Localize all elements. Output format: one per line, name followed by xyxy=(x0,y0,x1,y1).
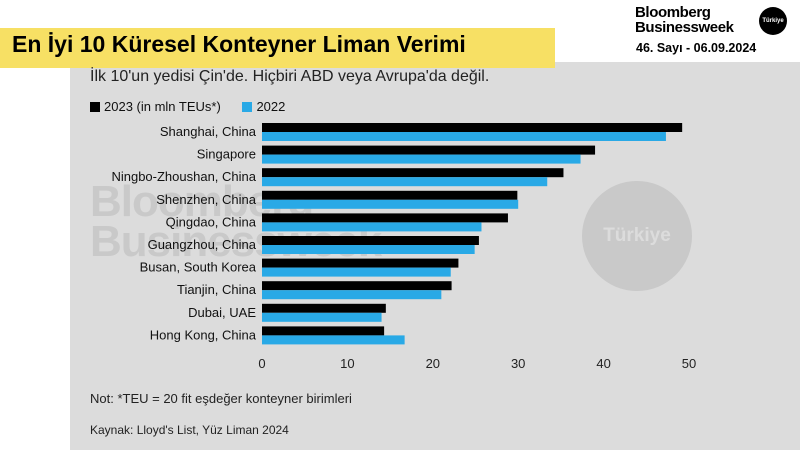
legend-swatch-2023 xyxy=(90,101,100,112)
bar-2023-qingdao-china xyxy=(262,213,508,223)
watermark-logo: Bloomberg Businessweek xyxy=(90,180,382,264)
bar-2022-tianjin-china xyxy=(262,290,442,300)
brand-badge: Türkiye xyxy=(759,7,787,35)
x-tick-label-30: 30 xyxy=(511,356,525,371)
title-band xyxy=(0,28,555,68)
x-tick-label-0: 0 xyxy=(258,356,265,371)
bar-2022-qingdao-china xyxy=(262,222,482,232)
footnote: Not: *TEU = 20 fit eşdeğer konteyner bir… xyxy=(90,391,352,406)
page-title: En İyi 10 Küresel Konteyner Liman Verimi xyxy=(12,31,466,57)
x-tick-label-10: 10 xyxy=(340,356,354,371)
bar-2023-guangzhou-china xyxy=(262,236,479,245)
category-label-ningbo-zhoushan-china: Ningbo-Zhoushan, China xyxy=(111,169,256,184)
x-tick-label-50: 50 xyxy=(682,356,696,371)
legend-label-2022: 2022 xyxy=(256,99,286,114)
legend-item-2023: 2023 (in mln TEUs*) xyxy=(90,99,221,114)
bar-2022-shanghai-china xyxy=(262,132,666,141)
bar-2022-busan-south-korea xyxy=(262,267,451,277)
legend-item-2022: 2022 xyxy=(242,99,285,114)
bar-2023-shanghai-china xyxy=(262,123,683,132)
brand-line-2: Businessweek xyxy=(635,19,734,36)
bar-2022-dubai-uae xyxy=(262,312,382,322)
bar-2023-busan-south-korea xyxy=(262,258,459,268)
category-label-qingdao-china: Qingdao, China xyxy=(166,214,257,229)
x-tick-label-20: 20 xyxy=(426,356,440,371)
brand-logo: Bloomberg Businessweek xyxy=(635,5,734,35)
bar-2022-hong-kong-china xyxy=(262,335,405,345)
category-label-shanghai-china: Shanghai, China xyxy=(160,124,257,139)
chart-legend: 2023 (in mln TEUs*) 2022 xyxy=(90,99,303,115)
x-tick-label-40: 40 xyxy=(596,356,610,371)
category-label-dubai-uae: Dubai, UAE xyxy=(188,305,256,320)
category-label-singapore: Singapore xyxy=(197,147,256,162)
bar-2023-singapore xyxy=(262,145,596,155)
category-label-busan-south-korea: Busan, South Korea xyxy=(140,260,257,275)
legend-swatch-2022 xyxy=(242,101,253,112)
bar-2023-ningbo-zhoushan-china xyxy=(262,168,564,178)
bar-2023-hong-kong-china xyxy=(262,326,385,336)
bar-2023-shenzhen-china xyxy=(262,190,518,200)
issue-date: 46. Sayı - 06.09.2024 xyxy=(636,41,757,55)
category-label-tianjin-china: Tianjin, China xyxy=(177,282,257,297)
bar-2022-ningbo-zhoushan-china xyxy=(262,177,548,187)
bar-2023-dubai-uae xyxy=(262,303,386,313)
watermark-badge: Türkiye xyxy=(582,181,692,291)
source-line: Kaynak: Lloyd's List, Yüz Liman 2024 xyxy=(90,423,289,437)
bar-2022-singapore xyxy=(262,154,581,164)
bar-2022-shenzhen-china xyxy=(262,199,519,209)
category-label-shenzhen-china: Shenzhen, China xyxy=(156,192,257,207)
brand-line-1: Bloomberg xyxy=(635,4,711,21)
legend-label-2023: 2023 (in mln TEUs*) xyxy=(104,99,221,114)
bar-2023-tianjin-china xyxy=(262,281,452,291)
chart-subtitle: İlk 10'un yedisi Çin'de. Hiçbiri ABD vey… xyxy=(90,68,490,85)
category-label-hong-kong-china: Hong Kong, China xyxy=(150,327,257,342)
bar-2022-guangzhou-china xyxy=(262,245,475,254)
category-label-guangzhou-china: Guangzhou, China xyxy=(148,237,257,252)
